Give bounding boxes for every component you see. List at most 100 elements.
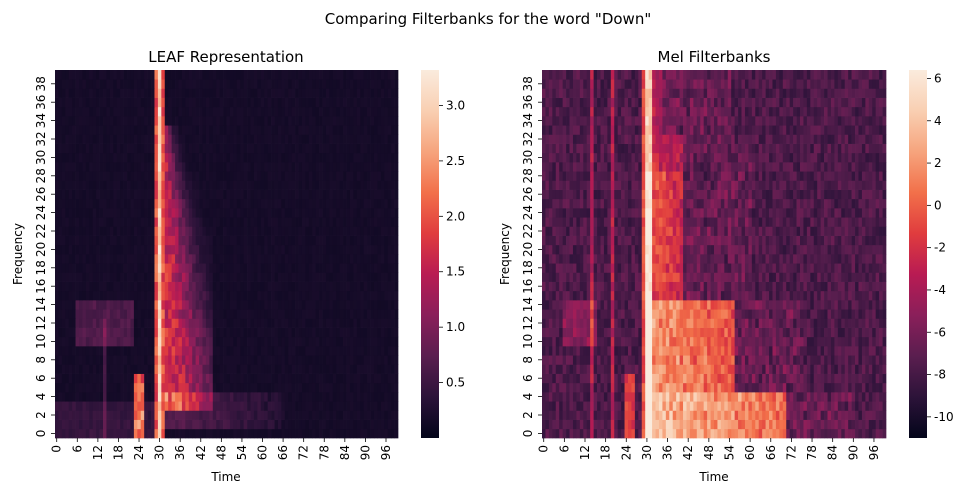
heatmap-cell <box>55 429 59 439</box>
heatmap-cell <box>202 125 206 135</box>
heatmap-cell <box>367 410 371 420</box>
heatmap-cell <box>72 346 76 356</box>
heatmap-cell <box>257 263 261 273</box>
heatmap-cell <box>374 134 378 144</box>
heatmap-cell <box>659 364 663 374</box>
heatmap-cell <box>312 107 316 117</box>
heatmap-cell <box>364 346 368 356</box>
heatmap-cell <box>336 217 340 227</box>
heatmap-cell <box>141 190 145 200</box>
heatmap-cell <box>127 162 131 172</box>
heatmap-cell <box>783 374 787 384</box>
heatmap-cell <box>353 429 357 439</box>
heatmap-cell <box>735 383 739 393</box>
heatmap-cell <box>371 180 375 190</box>
heatmap-cell <box>384 420 388 430</box>
heatmap-cell <box>371 217 375 227</box>
heatmap-cell <box>58 429 62 439</box>
heatmap-cell <box>62 190 66 200</box>
heatmap-cell <box>165 98 169 108</box>
heatmap-cell <box>96 291 100 301</box>
heatmap-cell <box>220 88 224 98</box>
heatmap-cell <box>268 134 272 144</box>
heatmap-cell <box>656 355 660 365</box>
heatmap-cell <box>329 125 333 135</box>
heatmap-cell <box>72 171 76 181</box>
heatmap-cell <box>391 98 395 108</box>
heatmap-cell <box>340 190 344 200</box>
heatmap-cell <box>233 180 237 190</box>
heatmap-cell <box>196 272 200 282</box>
heatmap-cell <box>130 392 134 402</box>
heatmap-cell <box>336 300 340 310</box>
heatmap-cell <box>869 355 873 365</box>
heatmap-cell <box>288 180 292 190</box>
heatmap-cell <box>336 318 340 328</box>
heatmap-cell <box>213 180 217 190</box>
heatmap-cell <box>113 300 117 310</box>
heatmap-cell <box>189 134 193 144</box>
heatmap-cell <box>76 245 80 255</box>
heatmap-cell <box>340 374 344 384</box>
heatmap-cell <box>364 337 368 347</box>
heatmap-cell <box>148 217 152 227</box>
heatmap-cell <box>876 401 880 411</box>
heatmap-cell <box>360 254 364 264</box>
heatmap-cell <box>120 98 124 108</box>
heatmap-cell <box>192 337 196 347</box>
heatmap-cell <box>213 401 217 411</box>
heatmap-cell <box>137 171 141 181</box>
heatmap-cell <box>247 318 251 328</box>
heatmap-cell <box>340 153 344 163</box>
heatmap-cell <box>364 254 368 264</box>
heatmap-cell <box>247 208 251 218</box>
heatmap-cell <box>223 272 227 282</box>
heatmap-cell <box>573 420 577 430</box>
heatmap-cell <box>62 171 66 181</box>
heatmap-cell <box>76 162 80 172</box>
heatmap-cell <box>800 420 804 430</box>
heatmap-cell <box>79 401 83 411</box>
heatmap-cell <box>264 337 268 347</box>
heatmap-cell <box>316 236 320 246</box>
heatmap-cell <box>65 107 69 117</box>
heatmap-cell <box>281 116 285 126</box>
heatmap-cell <box>124 199 128 209</box>
heatmap-cell <box>251 70 255 80</box>
heatmap-cell <box>295 134 299 144</box>
heatmap-cell <box>635 355 639 365</box>
heatmap-cell <box>247 180 251 190</box>
heatmap-cell <box>367 328 371 338</box>
heatmap-cell <box>237 300 241 310</box>
heatmap-cell <box>821 410 825 420</box>
heatmap-cell <box>148 318 152 328</box>
heatmap-cell <box>631 401 635 411</box>
heatmap-cell <box>642 355 646 365</box>
heatmap-cell <box>137 180 141 190</box>
heatmap-cell <box>86 226 90 236</box>
heatmap-cell <box>257 70 261 80</box>
heatmap-cell <box>549 410 553 420</box>
heatmap-cell <box>130 180 134 190</box>
heatmap-cell <box>158 217 162 227</box>
heatmap-cell <box>391 328 395 338</box>
heatmap-cell <box>353 70 357 80</box>
heatmap-cell <box>55 346 59 356</box>
heatmap-cell <box>76 392 80 402</box>
heatmap-cell <box>776 429 780 439</box>
heatmap-cell <box>185 429 189 439</box>
heatmap-cell <box>79 429 83 439</box>
heatmap-cell <box>154 429 158 439</box>
heatmap-cell <box>357 88 361 98</box>
heatmap-cell <box>281 420 285 430</box>
heatmap-cell <box>628 383 632 393</box>
heatmap-cell <box>748 374 752 384</box>
heatmap-cell <box>686 364 690 374</box>
heatmap-cell <box>137 401 141 411</box>
heatmap-cell <box>731 364 735 374</box>
heatmap-cell <box>148 337 152 347</box>
heatmap-cell <box>377 107 381 117</box>
heatmap-cell <box>127 134 131 144</box>
heatmap-cell <box>607 374 611 384</box>
heatmap-cell <box>631 410 635 420</box>
